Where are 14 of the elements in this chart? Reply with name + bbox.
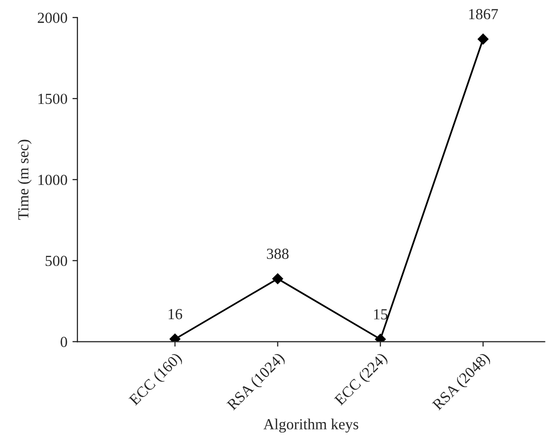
y-axis-title: Time (m sec) bbox=[18, 140, 32, 220]
data-label: 1867 bbox=[469, 8, 498, 20]
y-tick-label: 500 bbox=[46, 256, 68, 266]
y-tick-label: 1000 bbox=[38, 174, 68, 186]
x-axis-title: Algorithm keys bbox=[263, 418, 358, 433]
data-label: 15 bbox=[374, 309, 388, 320]
point bbox=[170, 334, 180, 342]
point bbox=[478, 34, 489, 45]
y-tick-label: 2000 bbox=[38, 12, 68, 23]
y-tick-label: 0 bbox=[60, 336, 68, 348]
data-label: 16 bbox=[168, 309, 182, 320]
point bbox=[272, 273, 284, 284]
data-label: 388 bbox=[266, 248, 289, 259]
y-tick-label: 1500 bbox=[38, 94, 68, 104]
